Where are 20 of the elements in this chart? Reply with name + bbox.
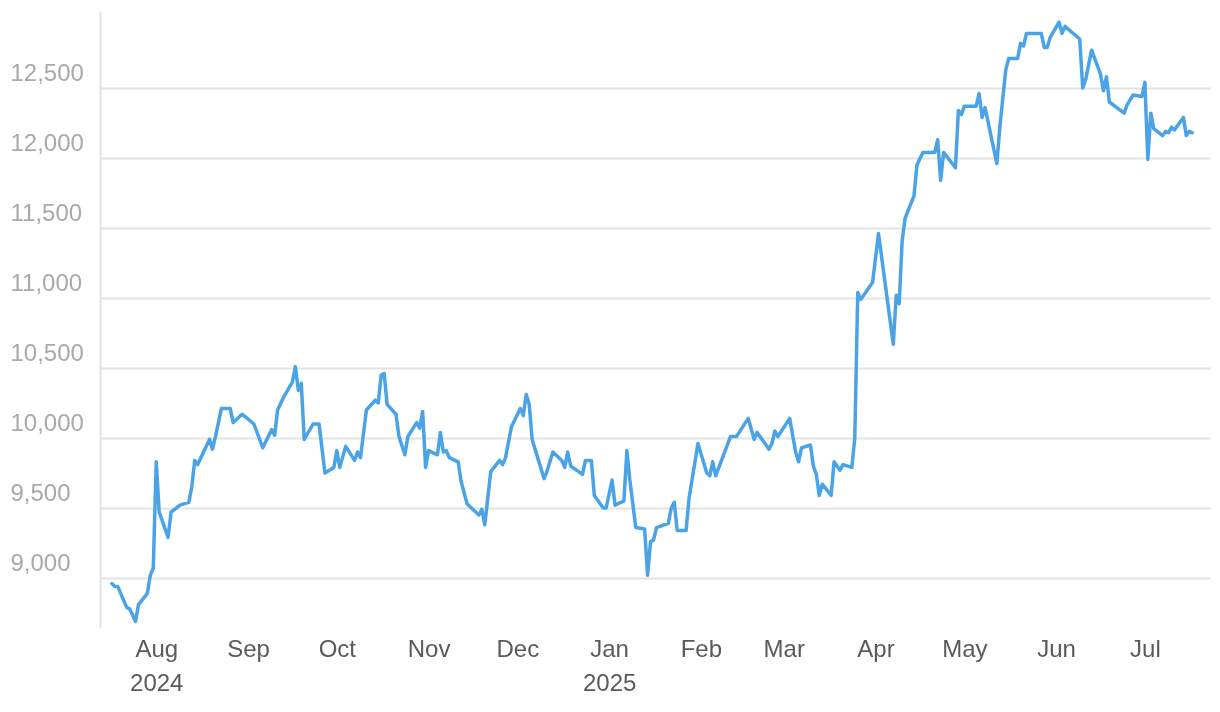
y-tick-label: 10,000 [10,408,84,436]
x-tick-label: Mar [763,634,805,662]
x-tick-label: Jun [1037,634,1076,662]
x-tick-label: Jul [1130,634,1161,662]
y-tick-label: 11,500 [10,198,83,226]
x-tick-label: Nov [407,634,451,662]
y-tick-label: 12,000 [10,128,84,156]
x-tick-label: Feb [680,634,723,662]
x-tick-label: Apr [857,634,895,662]
x-tick-label: Jan 2025 [582,634,637,696]
x-tick-label: May [942,634,988,662]
x-tick-label: Oct [318,634,357,662]
y-tick-label: 9,000 [10,548,71,576]
y-tick-label: 9,500 [10,478,71,506]
x-tick-label: Sep [227,634,270,662]
y-tick-label: 12,500 [10,58,84,86]
x-tick-label: Dec [496,634,540,662]
x-tick-label: Aug 2024 [130,634,184,696]
y-tick-label: 10,500 [10,338,84,366]
y-tick-label: 11,000 [10,268,83,296]
